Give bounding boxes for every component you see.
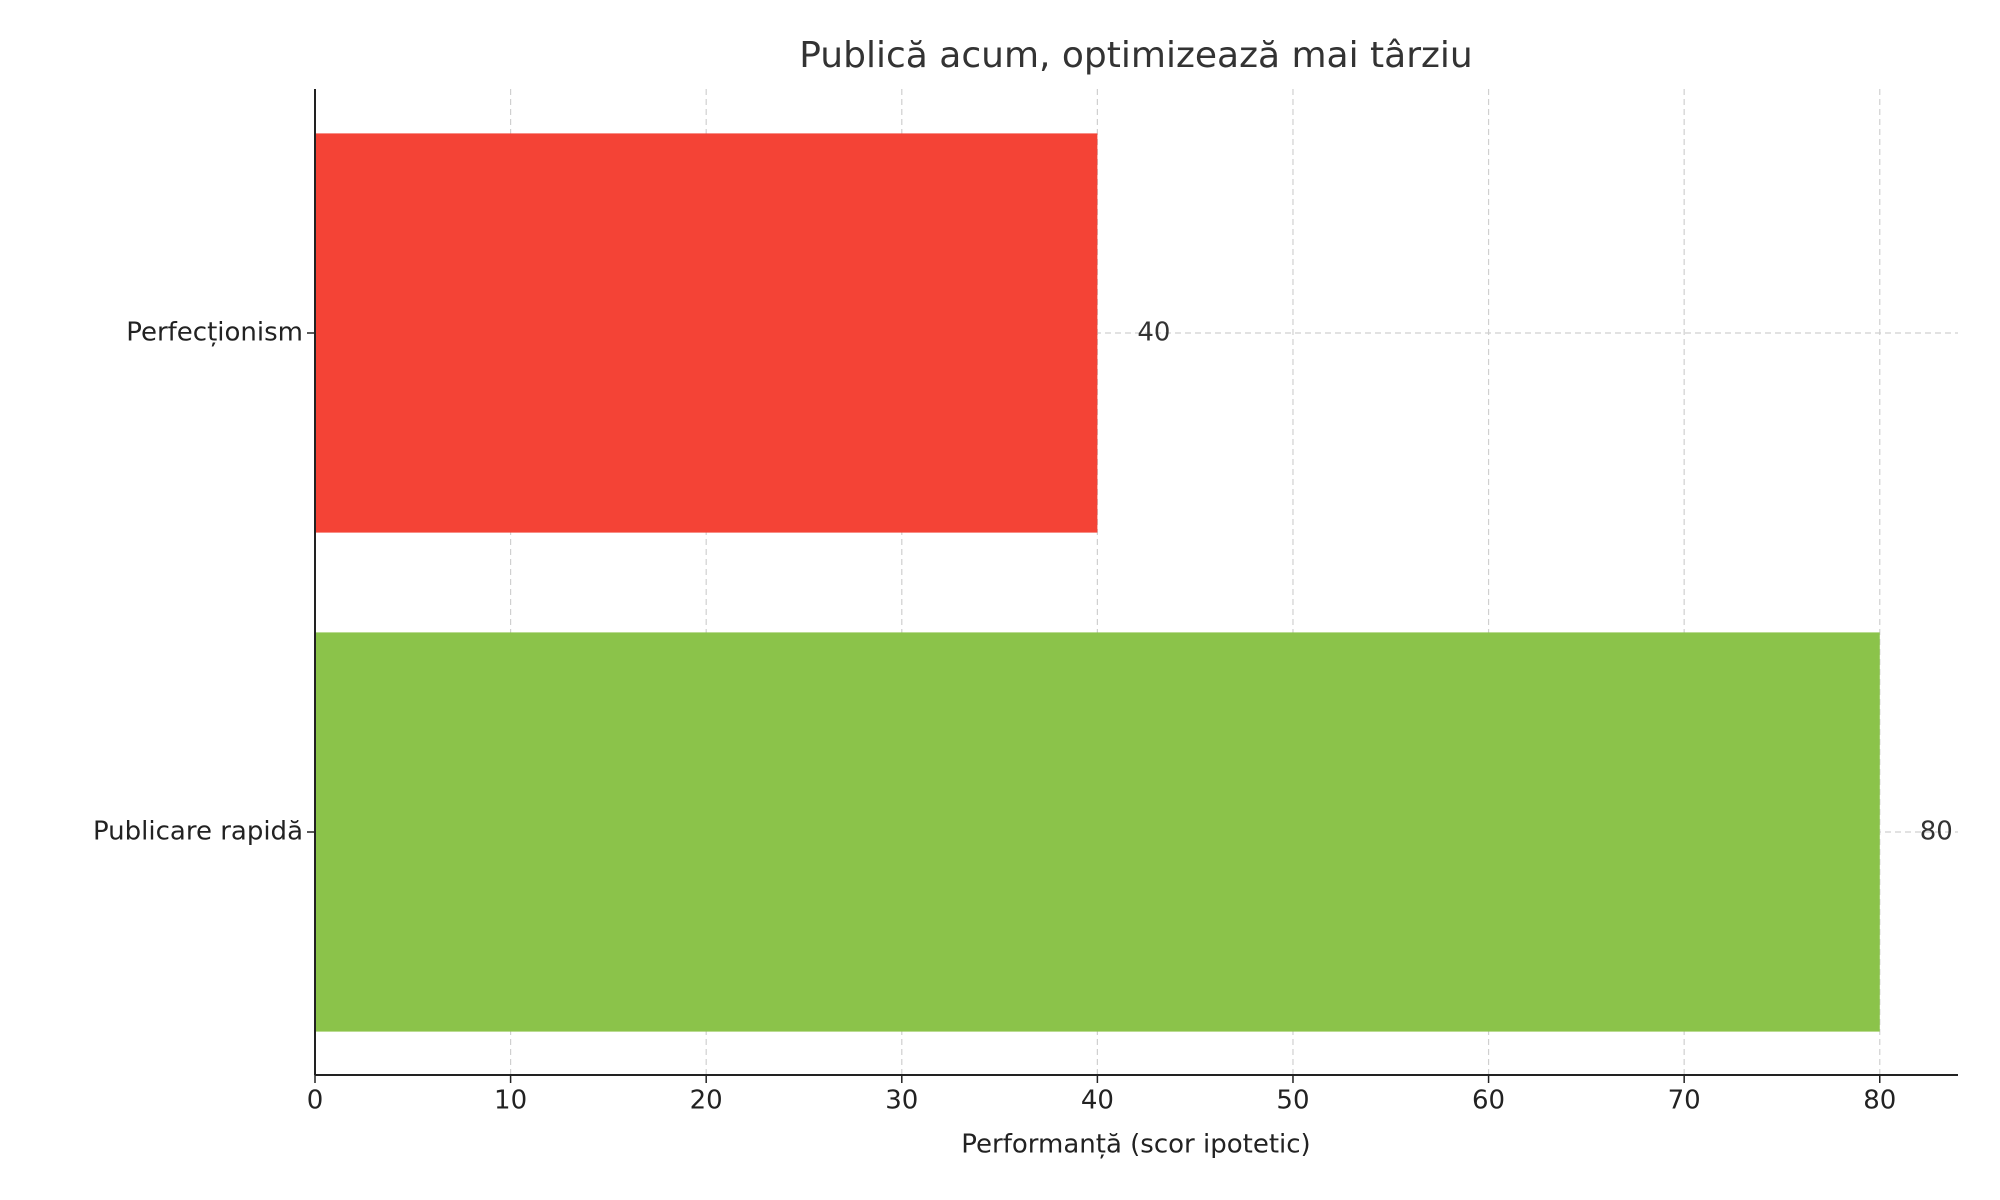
value-label: 80 [1920, 817, 1953, 847]
y-tick-label: Perfecționism [126, 318, 303, 348]
y-tick-label: Publicare rapidă [93, 817, 303, 847]
x-tick-label: 0 [307, 1086, 324, 1116]
x-tick-label: 50 [1276, 1086, 1309, 1116]
x-tick-label: 20 [690, 1086, 723, 1116]
x-tick-label: 80 [1863, 1086, 1896, 1116]
x-tick-label: 60 [1472, 1086, 1505, 1116]
x-tick-label: 30 [885, 1086, 918, 1116]
x-tick-label: 40 [1081, 1086, 1114, 1116]
x-axis-label: Performanță (scor ipotetic) [961, 1130, 1310, 1160]
value-label: 40 [1137, 318, 1170, 348]
x-tick-label: 70 [1668, 1086, 1701, 1116]
x-tick-label: 10 [494, 1086, 527, 1116]
chart-title: Publică acum, optimizează mai târziu [799, 35, 1473, 76]
bar [315, 632, 1880, 1032]
bar [315, 133, 1098, 533]
